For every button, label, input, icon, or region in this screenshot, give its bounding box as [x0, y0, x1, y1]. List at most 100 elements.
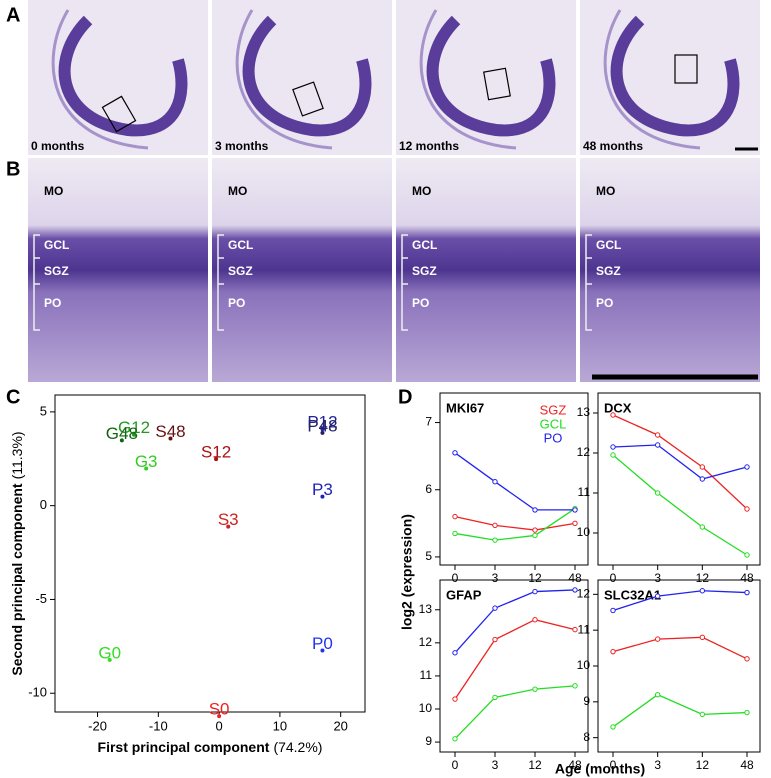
point-label: G48 [106, 424, 138, 443]
data-point [699, 524, 706, 530]
data-point [532, 527, 538, 533]
data-point [572, 626, 578, 633]
layer-label: PO [44, 296, 61, 310]
roi-box [292, 81, 324, 117]
data-point [610, 452, 616, 458]
data-point [452, 513, 458, 520]
plot-frame [597, 392, 761, 566]
data-point [610, 607, 616, 614]
data-point [572, 507, 578, 513]
legend-entry: SGZ [540, 402, 567, 417]
point [214, 457, 219, 462]
data-point [532, 532, 538, 539]
data-point [699, 464, 706, 470]
data-point [572, 520, 578, 527]
cell-layer [610, 15, 740, 137]
layer-label: GCL [228, 238, 253, 252]
layer-bracket [585, 234, 592, 331]
roi-box [483, 67, 511, 101]
point-label: G0 [98, 643, 121, 662]
cell-layer [51, 9, 149, 150]
series-line [454, 589, 576, 654]
point [107, 657, 112, 662]
data-point [492, 694, 498, 701]
x-tick-label: 48 [740, 571, 754, 585]
data-point [744, 464, 750, 470]
x-tick-label: 12 [528, 571, 542, 585]
data-point [744, 589, 750, 596]
x-tick-label: 12 [696, 758, 710, 772]
panel-letter: C [6, 386, 20, 408]
plot-frame [439, 579, 589, 753]
cell-layer [242, 15, 372, 137]
point-label: S12 [201, 443, 231, 462]
layer-label: MO [596, 184, 615, 198]
data-point [452, 530, 458, 537]
image-label: 3 months [215, 139, 269, 153]
data-point [452, 450, 458, 456]
x-tick-label: 0 [216, 718, 223, 733]
x-axis-note: (74.2%) [273, 739, 322, 755]
chart-title: GFAP [446, 587, 482, 602]
data-point [654, 442, 661, 448]
image-label: 0 months [31, 139, 85, 153]
data-point [744, 709, 750, 716]
data-point [610, 412, 616, 418]
x-tick-label: 0 [610, 571, 617, 585]
y-tick-label: -5 [35, 591, 47, 606]
point [320, 430, 325, 435]
point [217, 714, 222, 719]
roi-box [101, 95, 137, 133]
point-label: P0 [312, 634, 333, 653]
series-line [612, 444, 748, 480]
histology-image [580, 158, 760, 382]
point-label: P3 [312, 480, 333, 499]
point-label: S0 [209, 700, 230, 719]
cell-layer [235, 9, 333, 150]
y-axis-title: Second principal component [9, 483, 25, 675]
y-axis-label: Second principal component (11.3%) [9, 431, 25, 675]
data-point [492, 636, 498, 643]
chart-title: DCX [604, 400, 632, 415]
data-point [654, 636, 661, 642]
point [144, 466, 149, 471]
x-tick-label: -20 [88, 718, 107, 733]
data-point [699, 711, 706, 718]
data-point [654, 593, 661, 599]
layer-label: GCL [412, 238, 437, 252]
x-axis-title: First principal component [98, 739, 270, 755]
image-label: 48 months [583, 139, 643, 153]
data-point [532, 686, 538, 692]
layer-label: SGZ [596, 264, 621, 278]
x-tick-label: 3 [492, 571, 499, 585]
y-tick-label: 10 [419, 701, 433, 715]
data-point [452, 736, 458, 742]
x-tick-label: -10 [149, 718, 168, 733]
y-tick-label: 13 [419, 602, 433, 616]
x-tick-label: 48 [740, 758, 754, 772]
point-label: P48 [307, 416, 337, 435]
series-line [454, 452, 575, 511]
y-tick-label: 9 [425, 734, 432, 748]
x-axis-label: First principal component (74.2%) [98, 739, 323, 755]
plot-frame [597, 579, 761, 753]
point [132, 432, 137, 437]
data-point [492, 537, 498, 543]
series-line [612, 693, 748, 728]
cell-layer [419, 9, 517, 150]
y-tick-label: -10 [28, 685, 47, 700]
y-tick-label: 10 [577, 658, 591, 672]
layer-bracket [33, 234, 40, 331]
x-tick-label: 10 [273, 718, 287, 733]
series-line [612, 414, 748, 510]
y-tick-label: 11 [578, 485, 591, 499]
data-point [654, 432, 661, 438]
point-label: P12 [307, 413, 337, 432]
point [320, 648, 325, 653]
data-point [654, 691, 661, 698]
series-line [454, 619, 576, 700]
data-point [744, 552, 750, 558]
series-line [454, 515, 576, 531]
data-point [699, 634, 706, 641]
